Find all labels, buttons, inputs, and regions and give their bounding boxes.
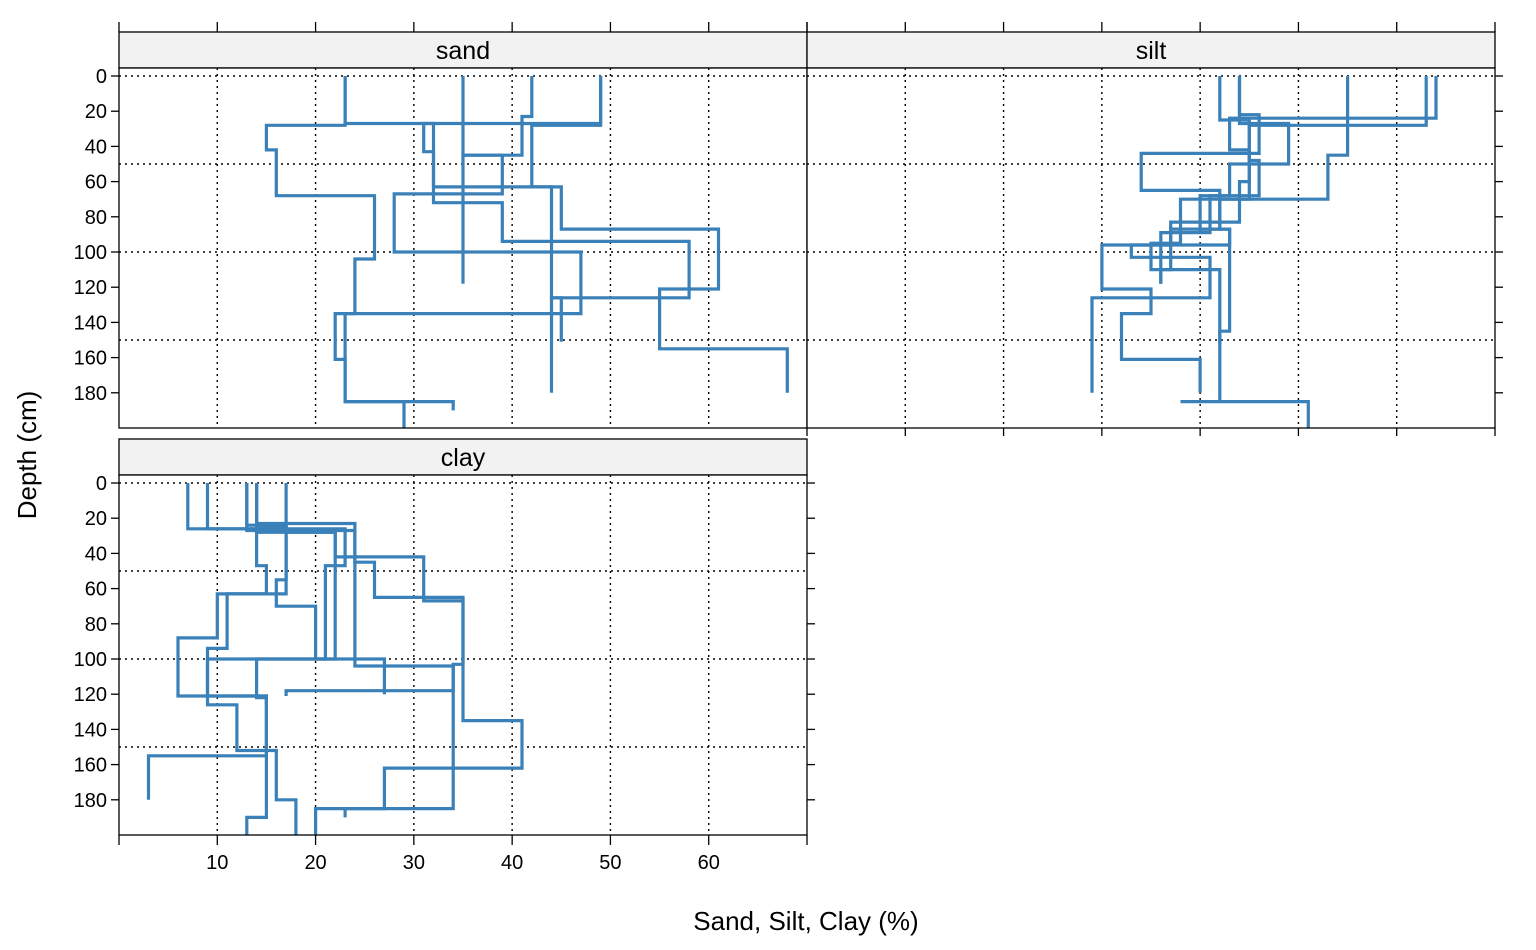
profile-line-sand-6 xyxy=(343,76,691,393)
y-tick-label: 120 xyxy=(74,684,107,706)
y-tick-label: 20 xyxy=(85,101,107,123)
y-tick-label: 0 xyxy=(96,66,107,88)
ticks-silt xyxy=(806,22,1503,436)
x-tick-label: 50 xyxy=(599,852,621,874)
y-tick-label: 80 xyxy=(85,207,107,229)
x-tick-label: 20 xyxy=(304,852,326,874)
y-tick-label: 60 xyxy=(85,579,107,601)
plot-border-silt xyxy=(806,67,1496,429)
strip-sand xyxy=(118,31,808,69)
ticks-clay: 0 20 40 60 80 100 120 140 160 180 10 20 30 40 50 60 xyxy=(74,473,815,874)
strip-label-silt: silt xyxy=(1136,37,1167,65)
profile-line-clay-5 xyxy=(255,483,465,835)
profile-line-clay-7 xyxy=(255,483,386,695)
strip-label-clay: clay xyxy=(441,444,486,472)
y-axis-title: Depth (cm) xyxy=(12,391,42,520)
y-tick-label: 180 xyxy=(74,790,107,812)
panels-layer: sand 0 20 40 60 80 100 120 140 160 180 silt clay 0 20 4… xyxy=(74,22,1503,874)
profile-line-clay-3 xyxy=(176,483,288,705)
panel-clay: clay 0 20 40 60 80 100 120 140 160 180 10 20 30 40 50 60 xyxy=(74,438,815,874)
strip-clay xyxy=(118,438,808,476)
x-axis-title: Sand, Silt, Clay (%) xyxy=(693,906,918,936)
profile-line-clay-6 xyxy=(245,483,455,696)
strip-silt xyxy=(806,31,1496,69)
y-tick-label: 120 xyxy=(74,277,107,299)
y-tick-label: 40 xyxy=(85,543,107,565)
x-tick-label: 40 xyxy=(501,852,523,874)
plot-border-clay xyxy=(118,474,808,836)
x-tick-label: 60 xyxy=(698,852,720,874)
y-tick-label: 20 xyxy=(85,508,107,530)
series-sand xyxy=(264,76,789,428)
y-tick-label: 100 xyxy=(74,649,107,671)
panel-silt: silt xyxy=(806,22,1503,436)
series-clay xyxy=(146,483,524,835)
y-tick-label: 80 xyxy=(85,614,107,636)
series-silt xyxy=(1090,76,1438,428)
panel-sand: sand 0 20 40 60 80 100 120 140 160 180 xyxy=(74,22,808,429)
y-tick-label: 100 xyxy=(74,242,107,264)
profile-line-silt-4 xyxy=(1149,76,1438,428)
y-tick-label: 140 xyxy=(74,719,107,741)
ticks-sand: 0 20 40 60 80 100 120 140 160 180 xyxy=(74,22,808,405)
y-tick-label: 180 xyxy=(74,383,107,405)
y-tick-label: 60 xyxy=(85,172,107,194)
profile-line-silt-5 xyxy=(1198,76,1291,344)
x-tick-label: 30 xyxy=(403,852,425,874)
profile-line-silt-6 xyxy=(1159,76,1428,284)
profile-line-sand-3 xyxy=(461,76,534,284)
y-tick-label: 140 xyxy=(74,312,107,334)
profile-line-clay-8 xyxy=(146,483,337,800)
y-tick-label: 160 xyxy=(74,348,107,370)
y-tick-label: 160 xyxy=(74,755,107,777)
y-tick-label: 40 xyxy=(85,136,107,158)
profile-line-sand-4 xyxy=(422,76,789,393)
strip-label-sand: sand xyxy=(436,37,490,65)
x-tick-label: 10 xyxy=(206,852,228,874)
y-tick-label: 0 xyxy=(96,473,107,495)
profile-line-clay-1 xyxy=(186,483,298,835)
